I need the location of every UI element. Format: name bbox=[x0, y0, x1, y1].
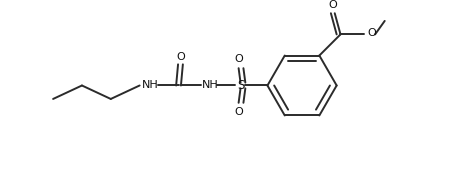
Text: O: O bbox=[177, 52, 185, 62]
Text: O: O bbox=[234, 107, 243, 117]
Text: O: O bbox=[328, 0, 337, 10]
Text: O: O bbox=[367, 28, 376, 38]
Text: O: O bbox=[234, 54, 243, 64]
Text: NH: NH bbox=[202, 80, 218, 90]
Text: S: S bbox=[237, 79, 244, 92]
Text: NH: NH bbox=[142, 80, 158, 90]
